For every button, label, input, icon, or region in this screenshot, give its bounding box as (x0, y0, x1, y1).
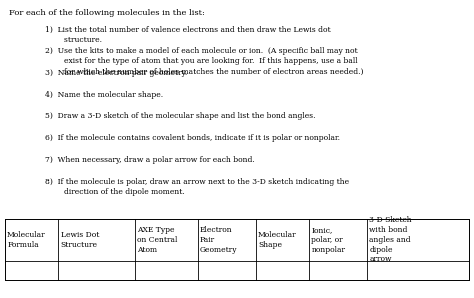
Text: Ionic,
polar, or
nonpolar: Ionic, polar, or nonpolar (311, 226, 346, 254)
Text: 3-D Sketch
with bond
angles and
dipole
arrow: 3-D Sketch with bond angles and dipole a… (369, 216, 412, 263)
Text: 8)  If the molecule is polar, draw an arrow next to the 3-D sketch indicating th: 8) If the molecule is polar, draw an arr… (45, 178, 349, 196)
Text: 3)  Name the electron pair geometry.: 3) Name the electron pair geometry. (45, 69, 187, 77)
Text: 1)  List the total number of valence electrons and then draw the Lewis dot
     : 1) List the total number of valence elec… (45, 25, 331, 44)
Text: For each of the following molecules in the list:: For each of the following molecules in t… (9, 9, 205, 17)
Text: Molecular
Shape: Molecular Shape (258, 231, 297, 249)
Text: AXE Type
on Central
Atom: AXE Type on Central Atom (137, 226, 178, 254)
Text: Molecular
Formula: Molecular Formula (7, 231, 46, 249)
Text: 5)  Draw a 3-D sketch of the molecular shape and list the bond angles.: 5) Draw a 3-D sketch of the molecular sh… (45, 112, 316, 120)
Text: Electron
Pair
Geometry: Electron Pair Geometry (200, 226, 237, 254)
Text: 2)  Use the kits to make a model of each molecule or ion.  (A specific ball may : 2) Use the kits to make a model of each … (45, 47, 364, 76)
Text: 4)  Name the molecular shape.: 4) Name the molecular shape. (45, 91, 163, 99)
Text: 6)  If the molecule contains covalent bonds, indicate if it is polar or nonpolar: 6) If the molecule contains covalent bon… (45, 134, 340, 142)
Bar (5, 219, 469, 280)
Text: Lewis Dot
Structure: Lewis Dot Structure (61, 231, 99, 249)
Text: 7)  When necessary, draw a polar arrow for each bond.: 7) When necessary, draw a polar arrow fo… (45, 156, 255, 164)
